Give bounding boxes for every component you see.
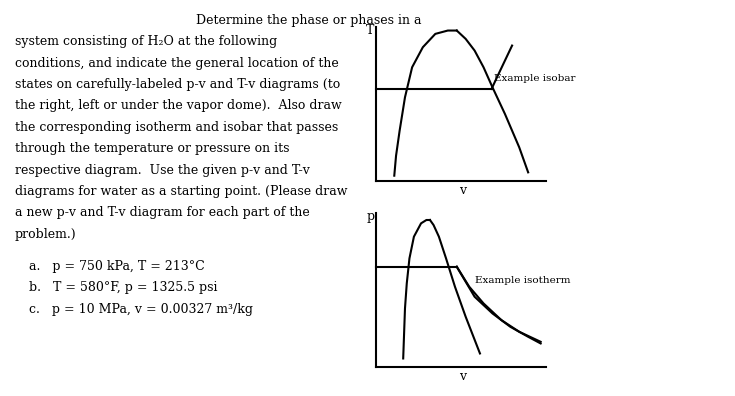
Text: Example isotherm: Example isotherm xyxy=(475,276,570,285)
Text: the corresponding isotherm and isobar that passes: the corresponding isotherm and isobar th… xyxy=(15,121,338,134)
Text: conditions, and indicate the general location of the: conditions, and indicate the general loc… xyxy=(15,57,338,70)
Text: a new p-v and T-v diagram for each part of the: a new p-v and T-v diagram for each part … xyxy=(15,206,309,219)
Text: the right, left or under the vapor dome).  Also draw: the right, left or under the vapor dome)… xyxy=(15,99,342,112)
Text: Example isobar: Example isobar xyxy=(494,74,576,84)
Text: T: T xyxy=(366,24,374,37)
Text: diagrams for water as a starting point. (Please draw: diagrams for water as a starting point. … xyxy=(15,185,347,198)
Text: v: v xyxy=(459,184,466,197)
Text: Determine the phase or phases in a: Determine the phase or phases in a xyxy=(196,14,421,27)
Text: system consisting of H₂O at the following: system consisting of H₂O at the followin… xyxy=(15,35,277,48)
Text: respective diagram.  Use the given p-v and T-v: respective diagram. Use the given p-v an… xyxy=(15,164,309,177)
Text: a.   p = 750 kPa, T = 213°C: a. p = 750 kPa, T = 213°C xyxy=(29,260,205,273)
Text: states on carefully-labeled p-v and T-v diagrams (to: states on carefully-labeled p-v and T-v … xyxy=(15,78,340,91)
Text: c.   p = 10 MPa, v = 0.00327 m³/kg: c. p = 10 MPa, v = 0.00327 m³/kg xyxy=(29,303,254,316)
Text: problem.): problem.) xyxy=(15,228,76,241)
Text: p: p xyxy=(366,210,374,223)
Text: b.   T = 580°F, p = 1325.5 psi: b. T = 580°F, p = 1325.5 psi xyxy=(29,281,218,294)
Text: through the temperature or pressure on its: through the temperature or pressure on i… xyxy=(15,142,289,155)
Text: v: v xyxy=(459,370,466,383)
